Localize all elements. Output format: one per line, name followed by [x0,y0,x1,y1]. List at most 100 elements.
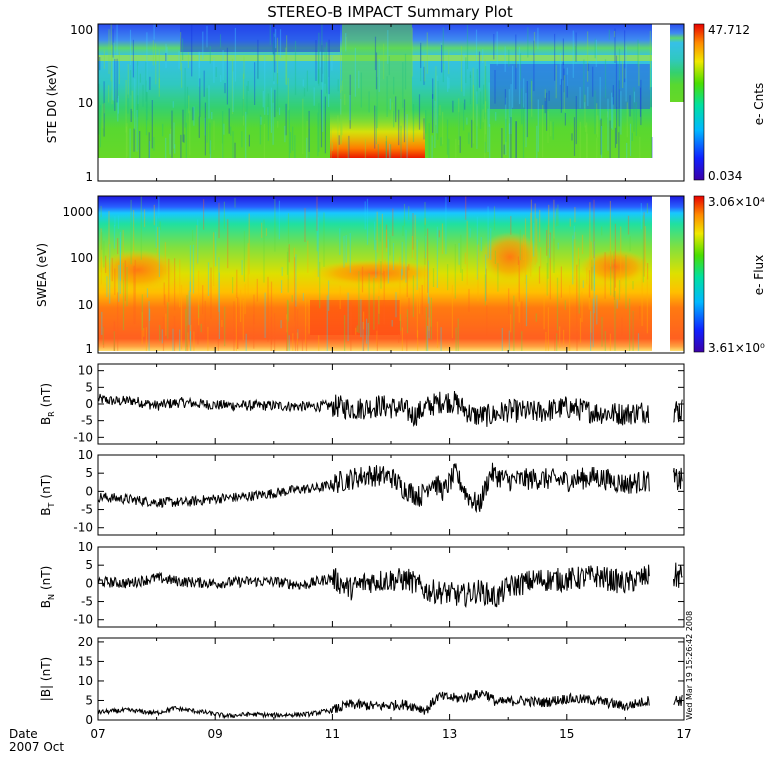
ste-texture-streak [273,33,275,85]
swea-texture-streak [207,262,210,296]
swea-texture-streak [508,288,510,315]
ste-texture-streak [594,90,596,135]
ste-texture-streak [137,61,139,117]
swea-texture-streak [358,271,360,333]
ste-texture-streak [640,79,642,126]
bt-y-tick: 0 [85,484,93,498]
swea-texture-streak [235,295,237,351]
ste-y-label: STE D0 (keV) [45,65,59,144]
swea-texture-streak [113,320,115,351]
swea-texture-streak [401,241,403,276]
ste-texture-streak [139,131,141,158]
ste-texture-streak [99,57,101,71]
swea-texture-streak [339,228,341,255]
swea-texture-streak [523,234,525,260]
ste-texture-streak [458,98,460,145]
swea-colorbar-max: 3.06×10⁴ [708,195,765,209]
swea-texture-streak [316,196,318,231]
ste-texture-streak [324,96,326,154]
ste-texture-streak [633,87,635,132]
swea-texture-streak [457,318,459,351]
ste-texture-streak [522,103,525,158]
swea-texture-streak [286,319,288,351]
bt-panel: 10 5 0 -5 -10 BT (nT) [39,448,685,536]
swea-texture-streak [265,228,267,236]
bt-y-label-subscript: T [47,502,56,508]
swea-texture-streak [609,200,611,267]
ste-texture-streak [137,65,139,104]
ste-texture-streak [428,123,430,158]
ste-texture-streak [611,92,613,129]
ste-texture-streak [146,92,148,121]
ste-texture-streak [264,56,266,115]
swea-texture-streak [533,222,535,257]
ste-texture-streak [420,44,422,82]
ste-texture-streak [136,110,138,152]
ste-texture-streak [364,139,366,158]
ste-texture-streak [354,47,356,97]
ste-texture-streak [294,135,296,158]
swea-texture-streak [560,266,562,298]
swea-texture-streak [641,259,643,326]
ste-texture-streak [484,141,486,153]
swea-texture-streak [134,259,136,324]
swea-texture-streak [294,257,296,322]
ste-texture-streak [224,83,226,94]
swea-texture-streak [317,217,319,277]
ste-texture-streak [151,100,153,149]
ste-texture-streak [186,86,189,109]
swea-texture-streak [646,203,648,214]
ste-texture-streak [132,39,134,78]
swea-texture-streak [190,324,192,351]
ste-texture-streak [389,98,391,110]
ste-texture-streak [536,125,538,158]
swea-texture-streak [424,250,426,297]
swea-texture-streak [304,208,306,242]
ste-texture-streak [633,91,636,103]
swea-texture-streak [609,333,611,351]
swea-texture-streak [398,333,400,343]
ste-texture-streak [508,49,510,67]
ste-texture-streak [465,57,467,84]
swea-texture-streak [133,265,135,325]
swea-texture-streak [287,279,289,291]
bn-trace-segment [673,562,683,588]
swea-texture-streak [497,263,499,292]
swea-texture-streak [122,229,124,281]
swea-texture-streak [613,264,615,300]
ste-texture-streak [483,84,485,105]
ste-texture-streak [117,98,119,122]
swea-texture-streak [590,311,592,351]
swea-texture-streak [564,300,566,310]
swea-texture-streak [554,334,556,351]
ste-texture-streak [439,105,441,116]
ste-texture-streak [597,115,599,138]
br-y-tick: -10 [73,430,93,444]
ste-texture-streak [269,24,271,45]
swea-texture-streak [379,224,381,242]
swea-texture-streak [579,318,582,343]
ste-texture-streak [116,24,118,56]
swea-texture-streak [363,311,365,330]
ste-texture-streak [518,47,521,105]
swea-texture-streak [168,258,170,302]
swea-texture-streak [556,208,558,227]
ste-texture-streak [547,110,549,144]
swea-texture-streak [186,325,188,351]
swea-texture-streak [200,323,202,333]
br-trace-segment [673,399,683,423]
swea-texture-streak [274,199,276,252]
swea-texture-streak [408,206,410,220]
swea-texture-streak [412,213,414,250]
swea-texture-streak [557,242,559,250]
ste-texture-streak [341,80,343,91]
swea-texture-streak [525,274,528,327]
bmag-y-label: |B| (nT) [39,657,53,701]
ste-texture-streak [637,39,639,67]
swea-texture-streak [122,262,125,331]
swea-texture-streak [416,239,418,290]
ste-texture-streak [182,109,184,142]
swea-texture-streak [109,244,111,304]
date-label: Date [9,727,38,741]
ste-texture-streak [510,117,512,158]
